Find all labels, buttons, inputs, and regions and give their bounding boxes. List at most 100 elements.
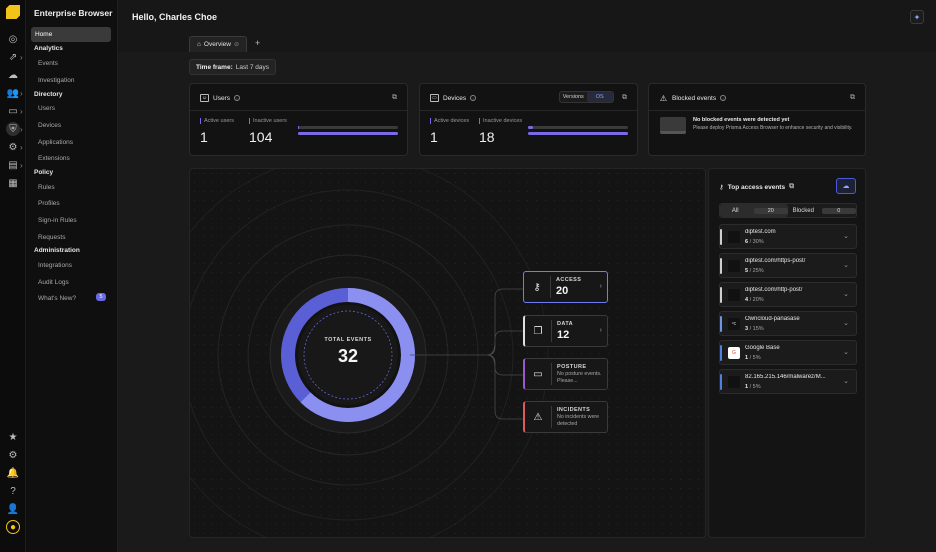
sidebar-item-users[interactable]: Users <box>38 105 55 112</box>
panel-title: Top access events <box>727 183 786 191</box>
blocked-empty-text: Please deploy Prisma Access Browser to e… <box>693 125 853 131</box>
sidebar-item-investigation[interactable]: Investigation <box>38 77 75 84</box>
chevron-right-icon: › <box>599 327 602 334</box>
sidebar-item-devices[interactable]: Devices <box>38 122 62 129</box>
star-icon[interactable]: ★ <box>8 431 18 443</box>
chevron-down-icon[interactable]: ⌄ <box>843 349 849 356</box>
row-count: 6 / 30% <box>745 239 764 245</box>
row-accent <box>720 345 722 361</box>
access-event-row[interactable]: diptest.com/http-post/4 / 20% ⌄ <box>719 282 857 307</box>
row-domain: Owncloud-panasase <box>745 316 800 322</box>
external-link-icon[interactable]: ⧉ <box>850 94 855 101</box>
access-event-row[interactable]: G Google Base 1 / 5% ⌄ <box>719 340 857 365</box>
active-users-value: 1 <box>200 129 208 145</box>
monitor-icon[interactable]: ▭ <box>8 105 18 117</box>
share-icon[interactable]: ⇗ <box>8 51 18 63</box>
help-icon[interactable]: ? <box>10 485 16 497</box>
info-icon[interactable]: i <box>720 95 727 101</box>
chevron-down-icon[interactable]: ⌄ <box>843 233 849 240</box>
brand-icon[interactable]: ● <box>6 520 20 534</box>
sidebar-item-audit-logs[interactable]: Audit Logs <box>38 279 69 286</box>
row-domain: Google Base <box>745 345 780 351</box>
sidebar-item-rules[interactable]: Rules <box>38 184 55 191</box>
users-icon[interactable]: 👥 <box>6 87 20 99</box>
settings-cog-icon[interactable]: ⚙ <box>8 141 18 153</box>
top-bar <box>118 0 936 52</box>
access-event-row[interactable]: 82.165.215.146/malwarez/M... 1 / 5% ⌄ <box>719 369 857 394</box>
row-domain: diptest.com <box>745 229 776 235</box>
pin-icon[interactable]: ⊘ <box>234 42 240 48</box>
chevron-right-icon: › <box>20 107 23 116</box>
chevron-down-icon[interactable]: ⌄ <box>843 320 849 327</box>
external-link-icon[interactable]: ⧉ <box>622 94 627 101</box>
toggle-os[interactable]: OS <box>586 92 613 102</box>
sidebar-item-profiles[interactable]: Profiles <box>38 200 60 207</box>
laptop-icon: ▭ <box>533 368 543 380</box>
tab-overview[interactable]: ⌂ Overview ⊘ <box>189 36 247 52</box>
access-event-row[interactable]: diptest.com 6 / 30% ⌄ <box>719 224 857 249</box>
chevron-right-icon: › <box>20 161 23 170</box>
toggle-versions[interactable]: Versions <box>562 94 584 100</box>
radial-background <box>190 169 549 537</box>
favicon-icon <box>728 289 740 301</box>
sidebar-item-requests[interactable]: Requests <box>38 234 66 241</box>
section-administration: Administration <box>34 247 80 254</box>
chevron-down-icon[interactable]: ⌄ <box>843 378 849 385</box>
sidebar-item-events[interactable]: Events <box>38 60 58 67</box>
sidebar-item-home[interactable]: Home <box>31 27 111 42</box>
external-link-icon[interactable]: ⧉ <box>392 94 397 101</box>
grid-icon[interactable]: ▦ <box>8 177 18 189</box>
filter-all[interactable]: All 20 <box>720 204 788 217</box>
gear-icon[interactable]: ⚙ <box>8 449 18 461</box>
total-events-label: TOTAL EVENTS <box>324 337 372 343</box>
incidents-events-card[interactable]: ⚠ INCIDENTS No incidents were detected <box>523 401 608 433</box>
inactive-users-label: Inactive users <box>249 118 287 124</box>
row-accent <box>720 316 722 332</box>
row-domain: 82.165.215.146/malwarez/M... <box>745 374 826 380</box>
assistant-icon[interactable]: ✦ <box>910 10 924 24</box>
row-percent: / 30% <box>749 239 764 245</box>
dashboard-icon[interactable]: ◎ <box>8 33 18 45</box>
sidebar-item-sign-in-rules[interactable]: Sign-in Rules <box>38 217 77 224</box>
filter-blocked-label: Blocked <box>792 207 814 214</box>
access-events-card[interactable]: ⚷ ACCESS 20 › <box>523 271 608 303</box>
chevron-down-icon[interactable]: ⌄ <box>843 262 849 269</box>
access-ratio-arc <box>281 288 415 422</box>
cloud-filter-button[interactable]: ☁ <box>836 178 856 194</box>
filter-all-label: All <box>731 207 739 214</box>
favicon-icon: G <box>728 347 740 359</box>
blocked-empty-title: No blocked events were detected yet <box>693 117 790 123</box>
access-event-row[interactable]: ᵒc Owncloud-panasase 3 / 15% ⌄ <box>719 311 857 336</box>
info-icon[interactable]: i <box>233 95 240 101</box>
active-devices-value: 1 <box>430 129 438 145</box>
user-icon[interactable]: 👤 <box>6 503 20 515</box>
total-events-value: 32 <box>337 346 359 366</box>
app-logo-icon[interactable] <box>6 5 20 19</box>
sidebar-item-whats-new[interactable]: What's New? <box>38 295 77 302</box>
filter-all-count: 20 <box>753 207 788 214</box>
app-title: Enterprise Browser <box>34 8 113 18</box>
timeframe-selector[interactable]: Time frame: Last 7 days <box>189 59 276 75</box>
access-event-row[interactable]: diptest.com/https-post/5 / 25% ⌄ <box>719 253 857 278</box>
event-type-title: INCIDENTS <box>557 406 591 413</box>
sidebar-item-applications[interactable]: Applications <box>38 139 74 146</box>
chevron-down-icon[interactable]: ⌄ <box>843 291 849 298</box>
icon-rail: ◎ ⇗ › ☁ 👥 › ▭ › ⛨ › ⚙ › ▤ › ▦ ★ ⚙ 🔔 ? 👤 ● <box>0 0 26 552</box>
add-tab-button[interactable]: + <box>255 38 261 48</box>
data-events-card[interactable]: ❐ DATA 12 › <box>523 315 608 347</box>
cloud-icon[interactable]: ☁ <box>8 69 18 81</box>
chevron-right-icon: › <box>20 125 23 134</box>
event-type-value: 20 <box>556 285 569 297</box>
bell-icon[interactable]: 🔔 <box>6 467 20 479</box>
document-icon[interactable]: ▤ <box>8 159 18 171</box>
posture-events-card[interactable]: ▭ POSTURE No posture events. Please... <box>523 358 608 390</box>
favicon-icon <box>728 260 740 272</box>
row-accent <box>720 374 722 390</box>
sidebar-item-extensions[interactable]: Extensions <box>38 155 70 162</box>
filter-blocked[interactable]: Blocked 0 <box>788 204 856 217</box>
external-link-icon[interactable]: ⧉ <box>789 183 795 190</box>
row-percent: / 5% <box>749 355 761 361</box>
info-icon[interactable]: i <box>470 95 477 101</box>
shield-icon[interactable]: ⛨ <box>6 122 20 136</box>
sidebar-item-integrations[interactable]: Integrations <box>38 262 72 269</box>
